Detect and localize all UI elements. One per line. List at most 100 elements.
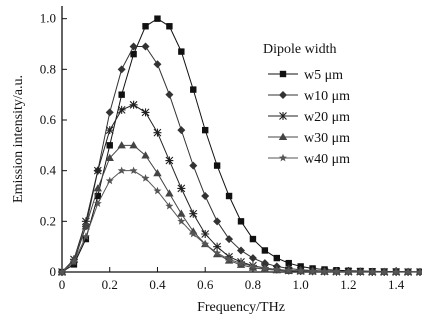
x-axis-label: Frequency/THz <box>197 300 285 315</box>
x-tick-label: 1.0 <box>293 277 309 292</box>
data-point <box>117 141 126 149</box>
data-point <box>177 184 186 193</box>
data-point <box>201 239 210 248</box>
data-point <box>225 235 234 244</box>
legend-marker <box>279 112 287 120</box>
data-point <box>225 192 233 200</box>
x-tick-label: 0.6 <box>197 277 214 292</box>
data-point <box>202 126 209 134</box>
y-tick-label: 0.2 <box>40 213 56 228</box>
data-point <box>284 266 293 274</box>
data-point <box>117 105 126 114</box>
data-point <box>249 235 257 243</box>
data-point <box>166 23 173 30</box>
x-tick-label: 0.8 <box>245 277 261 292</box>
data-point <box>117 166 126 175</box>
data-point <box>105 176 114 185</box>
data-point <box>368 267 377 276</box>
data-point <box>273 254 280 262</box>
series-5 <box>58 166 422 276</box>
legend-marker <box>279 70 287 78</box>
data-point <box>356 267 365 276</box>
y-tick-label: 0 <box>50 264 57 279</box>
data-point <box>213 217 222 226</box>
data-point <box>213 242 222 251</box>
data-point <box>177 209 186 217</box>
data-point <box>272 265 281 273</box>
legend-label: w10 μm <box>304 89 350 104</box>
legend-title: Dipole width <box>263 42 337 57</box>
data-point <box>105 153 114 161</box>
data-point <box>141 42 150 51</box>
x-tick-label: 1.2 <box>340 277 356 292</box>
data-point <box>130 50 137 58</box>
axes <box>61 6 420 273</box>
legend-entry: w30 μm <box>268 131 350 146</box>
data-point <box>213 248 222 257</box>
data-point <box>165 90 174 99</box>
data-point <box>320 267 329 275</box>
data-point <box>201 192 210 200</box>
y-tick-label: 1.0 <box>40 11 56 26</box>
data-point <box>141 108 150 117</box>
data-point <box>81 232 90 240</box>
data-point <box>260 264 269 272</box>
data-point <box>153 186 162 195</box>
data-point <box>129 141 138 149</box>
legend-entry: w10 μm <box>268 89 350 104</box>
data-point <box>153 60 162 69</box>
data-point <box>129 42 138 51</box>
data-point <box>105 126 114 135</box>
legend: Dipole width w5 μm w10 μm w20 μm w30 μm w40 … <box>263 42 350 167</box>
data-point <box>69 257 78 266</box>
data-point <box>93 199 102 207</box>
data-point <box>404 267 413 276</box>
x-tick-label: 1.4 <box>388 277 405 292</box>
series-line <box>61 46 421 273</box>
data-point <box>117 65 126 74</box>
data-point <box>248 261 257 270</box>
legend-label: w5 μm <box>304 68 343 83</box>
data-point <box>106 142 113 149</box>
data-point <box>81 222 91 230</box>
data-point <box>165 156 174 165</box>
data-point <box>344 267 353 276</box>
data-point <box>285 259 292 267</box>
data-point <box>105 108 114 117</box>
y-tick-label: 0.4 <box>40 163 57 178</box>
data-point <box>93 166 102 175</box>
data-point <box>261 247 269 254</box>
x-tick-label: 0.2 <box>102 277 118 292</box>
data-point <box>154 15 161 22</box>
data-point <box>190 86 197 93</box>
data-point <box>189 161 198 170</box>
data-point <box>177 126 186 135</box>
x-tick-label: 0 <box>59 277 66 292</box>
data-point <box>93 184 102 192</box>
data-point <box>165 189 174 197</box>
data-point <box>165 201 174 210</box>
data-point <box>129 100 138 109</box>
data-point <box>153 169 162 177</box>
y-tick-label: 0.6 <box>40 112 57 127</box>
y-axis-label: Emission intensity/a.u. <box>11 75 26 203</box>
data-point <box>392 267 401 276</box>
data-point <box>416 267 422 276</box>
data-point <box>129 166 138 175</box>
series-line <box>61 18 420 273</box>
legend-entry: w20 μm <box>268 110 350 125</box>
data-point <box>142 23 149 30</box>
series-1 <box>58 15 422 276</box>
data-point <box>141 151 150 159</box>
x-tick-label: 0.4 <box>149 277 166 292</box>
data-point <box>213 162 221 169</box>
legend-marker <box>278 132 288 140</box>
data-point <box>308 267 317 275</box>
data-point <box>189 209 198 218</box>
legend-label: w40 μm <box>304 152 350 167</box>
data-point <box>296 266 305 275</box>
data-point <box>118 91 125 98</box>
data-point <box>94 192 101 200</box>
data-point <box>141 174 150 182</box>
